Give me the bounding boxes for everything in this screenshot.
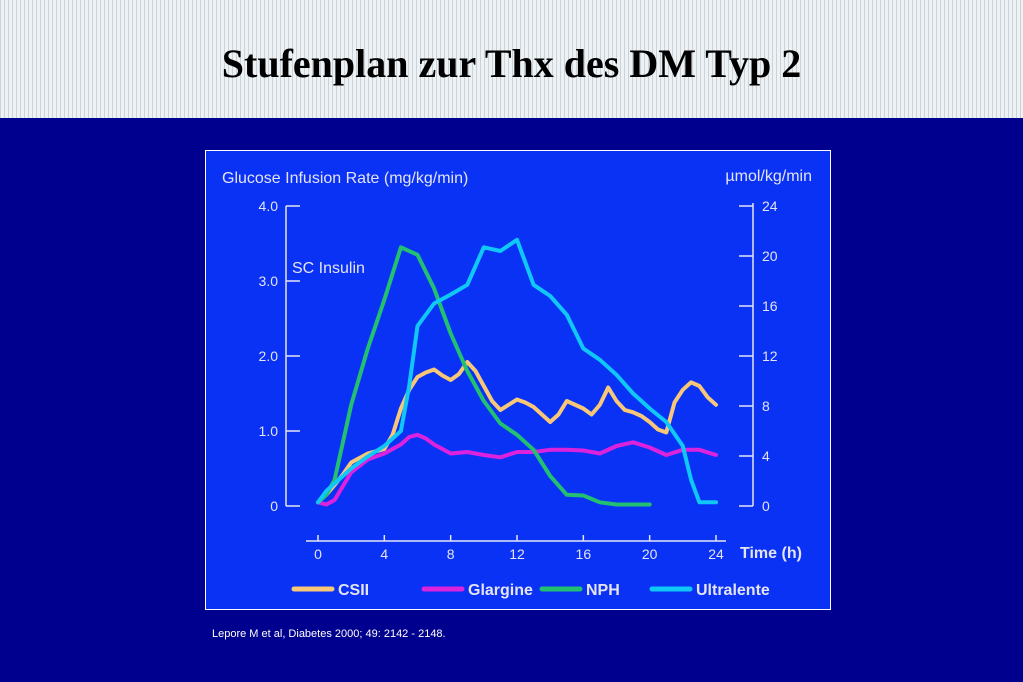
chart-frame: Glucose Infusion Rate (mg/kg/min) µmol/kg… — [205, 150, 831, 610]
title-banner: Stufenplan zur Thx des DM Typ 2 — [0, 0, 1023, 118]
left-y-tick-label: 4.0 — [259, 198, 279, 214]
x-tick-label: 12 — [509, 546, 525, 562]
x-tick-label: 0 — [314, 546, 322, 562]
right-y-tick-label: 24 — [762, 198, 778, 214]
x-tick-label: 4 — [380, 546, 388, 562]
right-axis-title: µmol/kg/min — [725, 168, 812, 185]
right-y-tick-label: 12 — [762, 348, 778, 364]
legend-label-nph: NPH — [586, 582, 620, 599]
right-y-tick-label: 4 — [762, 448, 770, 464]
citation: Lepore M et al, Diabetes 2000; 49: 2142 … — [212, 628, 446, 640]
x-tick-label: 24 — [708, 546, 724, 562]
legend-label-ultralente: Ultralente — [696, 582, 770, 599]
x-tick-label: 20 — [642, 546, 658, 562]
series-line-nph — [316, 245, 652, 507]
right-y-tick-label: 16 — [762, 298, 778, 314]
series-line-ultralente — [316, 237, 718, 505]
series-line-glargine — [316, 432, 718, 507]
right-y-tick-label: 20 — [762, 248, 778, 264]
left-y-tick-label: 0 — [270, 498, 278, 514]
x-tick-label: 8 — [447, 546, 455, 562]
legend-label-glargine: Glargine — [468, 582, 533, 599]
left-y-tick-label: 3.0 — [259, 273, 279, 289]
x-axis-label: Time (h) — [740, 545, 802, 562]
page-title: Stufenplan zur Thx des DM Typ 2 — [221, 41, 802, 86]
x-tick-label: 16 — [576, 546, 592, 562]
legend-label-csii: CSII — [338, 582, 369, 599]
right-y-tick-label: 0 — [762, 498, 770, 514]
series-line-csii — [316, 360, 718, 505]
left-y-tick-label: 1.0 — [259, 423, 279, 439]
left-y-tick-label: 2.0 — [259, 348, 279, 364]
annotation-sc-insulin: SC Insulin — [292, 260, 365, 277]
right-y-tick-label: 8 — [762, 398, 770, 414]
glucose-infusion-chart: Glucose Infusion Rate (mg/kg/min) µmol/kg… — [222, 168, 812, 599]
left-axis-title: Glucose Infusion Rate (mg/kg/min) — [222, 170, 468, 187]
